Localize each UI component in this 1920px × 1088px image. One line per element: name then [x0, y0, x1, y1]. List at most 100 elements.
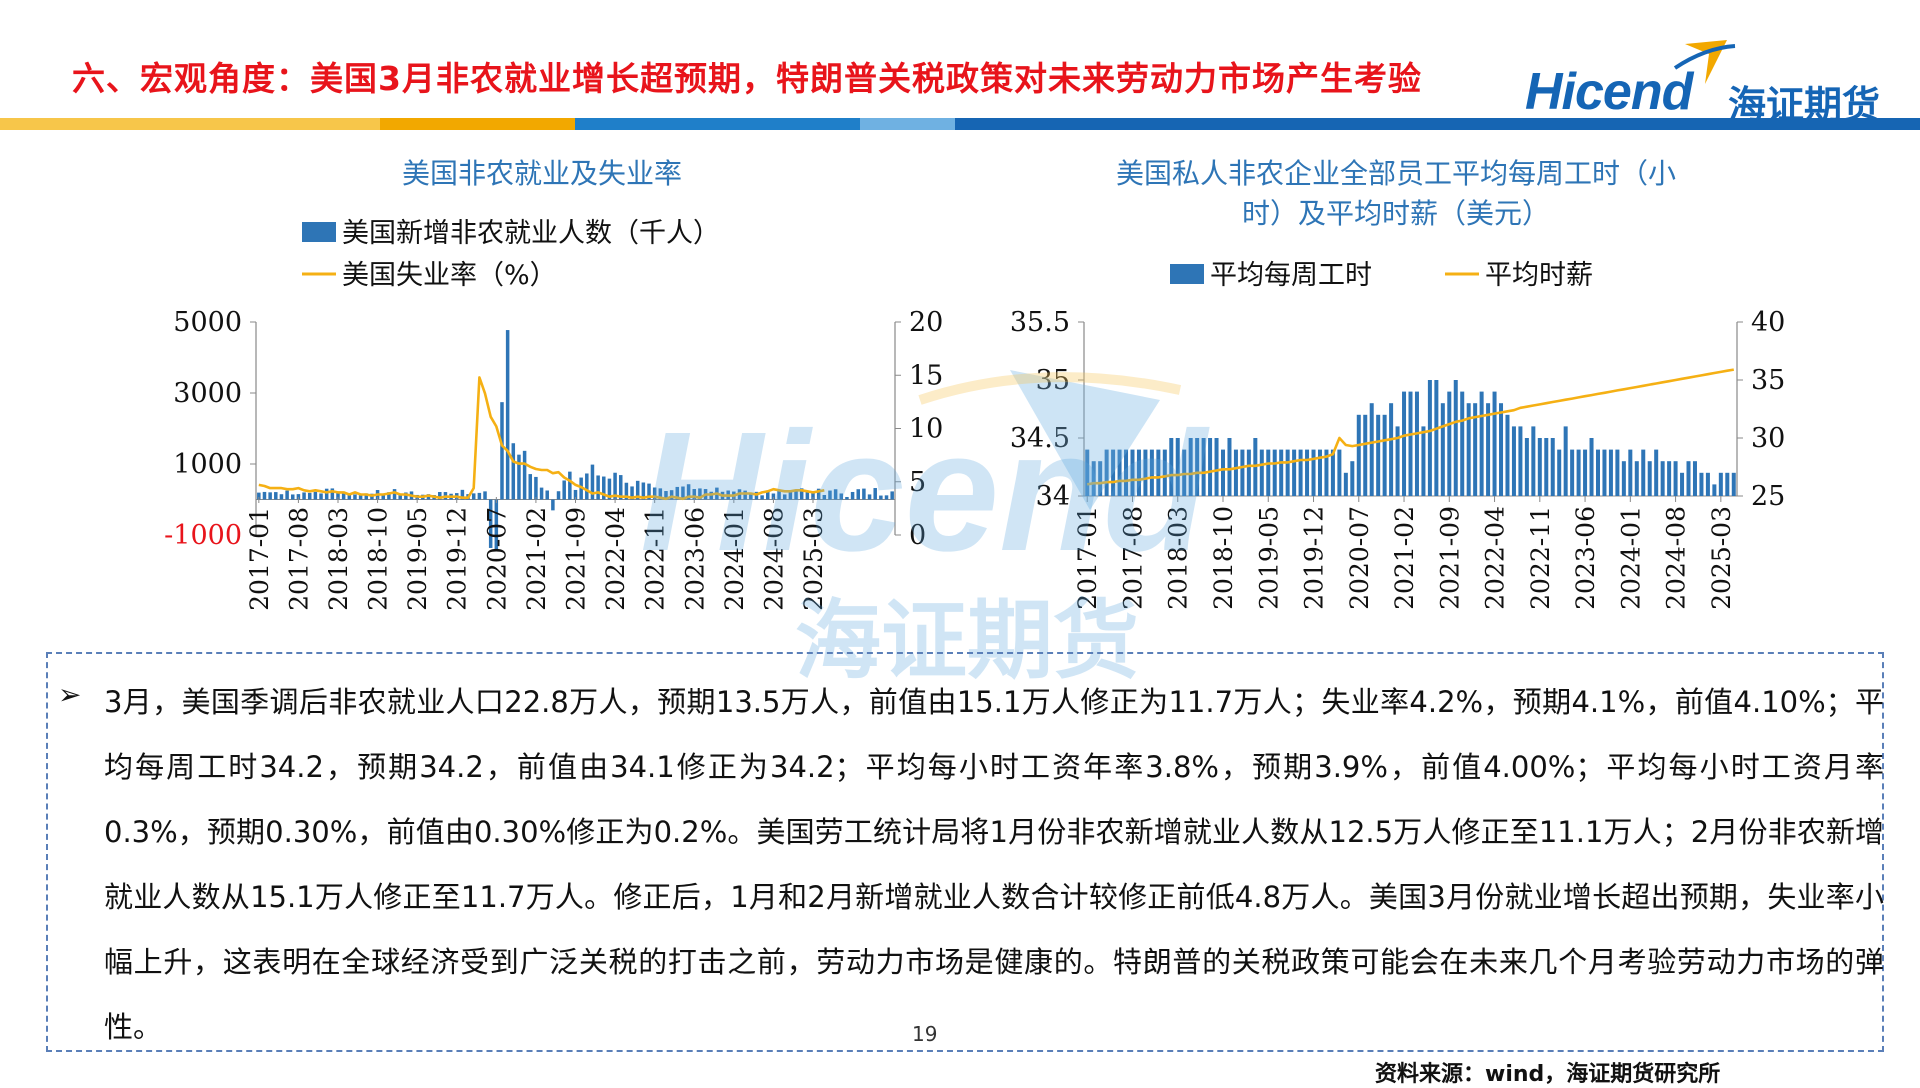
data-bar — [1499, 403, 1504, 496]
data-bar — [1440, 403, 1445, 496]
data-bar — [392, 489, 397, 500]
data-bar — [1518, 426, 1523, 496]
data-bar — [505, 330, 510, 500]
data-bar — [353, 494, 357, 500]
data-bar — [1201, 438, 1206, 496]
right-tick-label: 40 — [1751, 307, 1785, 338]
data-bar — [1725, 472, 1730, 496]
data-source: 资料来源：wind，海证期货研究所 — [1375, 1062, 1721, 1087]
data-bar — [777, 490, 781, 500]
x-tick-label: 2018-03 — [1164, 506, 1193, 610]
data-bar — [1621, 461, 1626, 496]
data-bar — [404, 492, 408, 500]
x-tick-label: 2024-08 — [759, 507, 788, 611]
legend-label: 平均每周工时 — [1210, 260, 1372, 291]
x-tick-label: 2021-09 — [1435, 506, 1464, 610]
data-bar — [833, 489, 838, 500]
data-bar — [1550, 438, 1555, 496]
data-bar — [1376, 414, 1381, 496]
band-segment — [0, 118, 380, 130]
data-bar — [324, 488, 329, 500]
left-tick-label: 35.5 — [1010, 307, 1070, 338]
band-segment — [955, 118, 1920, 130]
data-bar — [1233, 449, 1238, 496]
legend-label: 美国失业率（%） — [342, 260, 557, 291]
data-bar — [590, 464, 595, 500]
data-bar — [1272, 449, 1277, 496]
data-bar — [1363, 414, 1368, 496]
data-bar — [613, 472, 617, 500]
data-bar — [681, 486, 685, 500]
data-bar — [1195, 438, 1200, 496]
data-bar — [692, 489, 697, 500]
data-bar — [1544, 438, 1549, 496]
data-bar — [1628, 449, 1633, 496]
left-tick-label: -1000 — [164, 520, 242, 551]
data-bar — [1124, 449, 1129, 496]
data-bar — [534, 476, 538, 500]
data-bar — [1692, 461, 1697, 496]
data-bar — [1602, 449, 1607, 496]
data-bar — [1731, 472, 1736, 496]
chart-title: 美国非农就业及失业率 — [402, 157, 682, 190]
data-bar — [522, 450, 527, 500]
x-tick-label: 2019-05 — [403, 507, 432, 611]
right-tick-label: 0 — [909, 520, 926, 551]
data-bar — [336, 491, 340, 500]
data-bar — [488, 499, 493, 548]
data-bar — [884, 495, 889, 500]
left-tick-label: 34.5 — [1010, 423, 1070, 454]
data-bar — [822, 494, 827, 500]
data-bar — [1156, 449, 1161, 496]
data-line — [1086, 368, 1735, 486]
data-bar — [1395, 426, 1400, 496]
x-tick-label: 2024-08 — [1662, 506, 1691, 610]
data-bar — [1240, 449, 1245, 496]
data-bar — [635, 480, 640, 500]
right-tick-label: 25 — [1751, 481, 1785, 512]
data-bar — [1615, 449, 1620, 496]
band-segment — [860, 118, 955, 130]
data-bar — [1389, 403, 1394, 496]
data-bar — [500, 402, 504, 500]
data-bar — [1188, 438, 1193, 496]
data-bar — [1246, 449, 1251, 496]
data-bar — [1208, 438, 1213, 496]
commentary-text: 3月，美国季调后非农就业人口22.8万人，预期13.5万人，前值由15.1万人修… — [104, 685, 1884, 1044]
data-bar — [675, 486, 680, 500]
data-bar — [460, 489, 465, 500]
x-tick-label: 2018-10 — [364, 507, 393, 611]
data-bar — [816, 488, 821, 500]
data-bar — [483, 491, 487, 500]
left-tick-label: 3000 — [173, 378, 242, 409]
data-bar — [1266, 449, 1271, 496]
data-bar — [381, 494, 385, 500]
x-tick-label: 2019-12 — [1300, 506, 1329, 610]
data-bar — [1104, 449, 1109, 496]
data-bar — [839, 493, 844, 500]
x-tick-label: 2022-04 — [601, 507, 630, 611]
data-bar — [862, 488, 866, 500]
data-bar — [1434, 380, 1439, 496]
data-bar — [1369, 403, 1374, 496]
data-bar — [1699, 472, 1704, 496]
data-bar — [1460, 391, 1465, 496]
data-bar — [551, 499, 555, 511]
x-tick-label: 2022-11 — [641, 507, 670, 611]
data-line — [258, 376, 825, 501]
right-tick-label: 5 — [909, 467, 926, 498]
data-bar — [517, 454, 521, 500]
logo-swoosh-icon — [1673, 40, 1736, 84]
legend-bar-swatch — [302, 222, 336, 242]
data-bar — [1408, 391, 1413, 496]
data-bar — [398, 493, 402, 500]
x-tick-label: 2019-12 — [443, 507, 472, 611]
data-bar — [1511, 426, 1516, 496]
data-bar — [1098, 461, 1103, 496]
data-bar — [1537, 438, 1542, 496]
data-bar — [686, 484, 691, 500]
left-tick-label: 5000 — [173, 307, 242, 338]
right-tick-label: 35 — [1751, 365, 1785, 396]
